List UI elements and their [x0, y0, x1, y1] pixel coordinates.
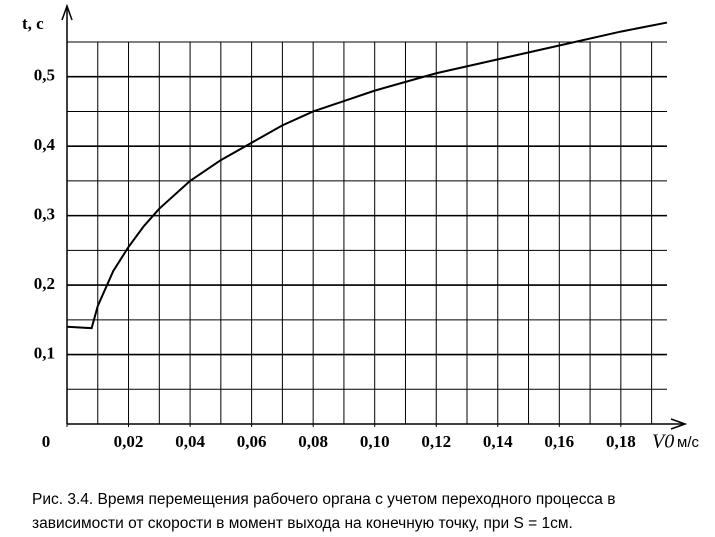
y-arrow — [61, 3, 73, 21]
x-tick-label: 0 — [42, 432, 51, 451]
y-tick-label: 0,1 — [34, 343, 55, 362]
y-tick-label: 0,4 — [34, 135, 56, 154]
y-tick-label: 0,5 — [34, 66, 55, 85]
line — [66, 21, 668, 330]
x-tick-label: 0,12 — [421, 432, 451, 451]
x-tick-label: 0,14 — [483, 432, 513, 451]
x-tick-label: 0,04 — [175, 432, 205, 451]
x-arrow — [670, 418, 688, 430]
x-tick-label: 0,16 — [544, 432, 574, 451]
y-tick-label: 0,3 — [34, 205, 55, 224]
x-axis-unit: м/с — [677, 434, 699, 451]
x-tick-label: 0,18 — [606, 432, 636, 451]
chart: 0,18 0,16 0,14 0,12 0,10 0,08 0,06 0,04 0,02 0 0,5… — [22, 3, 699, 453]
caption: Рис. 3.4. Время перемещения рабочего орг… — [32, 491, 616, 532]
x-tick-label: 0,06 — [237, 432, 267, 451]
x-tick-label: 0,08 — [298, 432, 328, 451]
x-axis-label: V0 — [652, 431, 674, 453]
x-tick-label: 0,10 — [360, 432, 390, 451]
y-axis-label: t, c — [22, 14, 44, 33]
x-tick-label: 0,02 — [114, 432, 144, 451]
y-tick-label: 0,2 — [34, 274, 55, 293]
